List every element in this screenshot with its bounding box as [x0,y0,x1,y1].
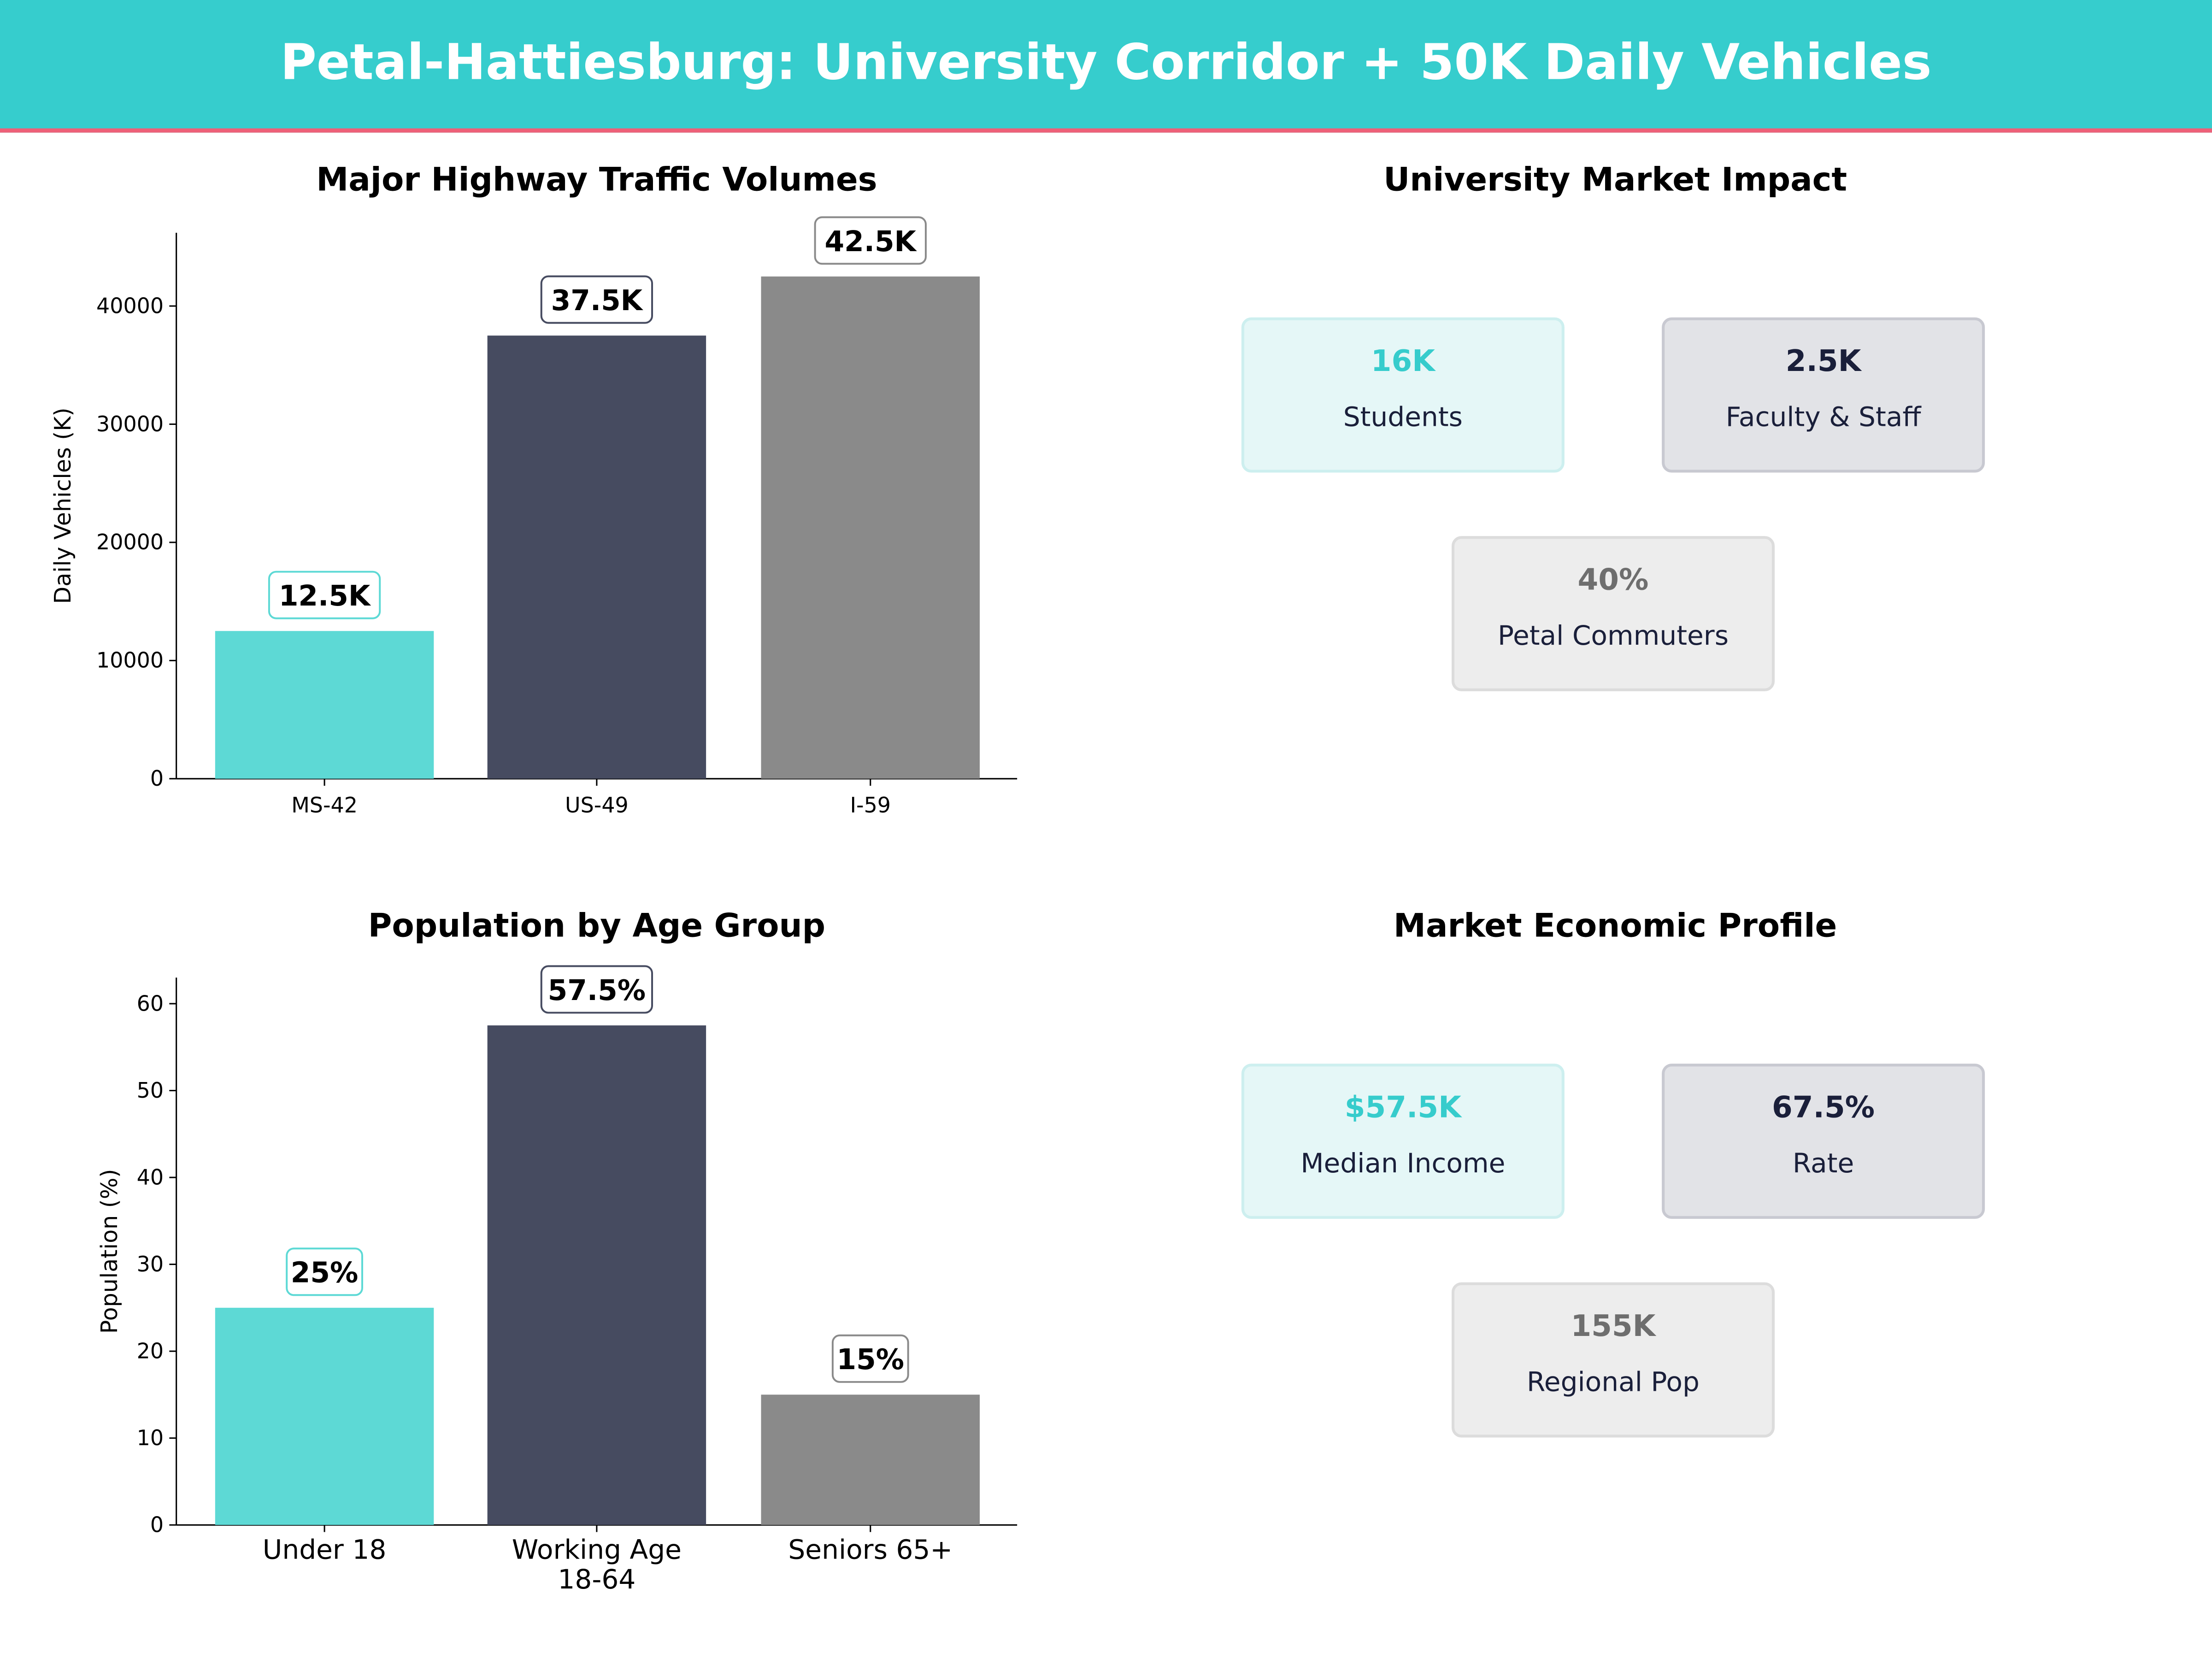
page-title: Petal-Hattiesburg: University Corridor +… [280,35,1932,92]
card-value: 40% [1577,563,1649,597]
y-tick-label: 30000 [96,412,164,436]
data-label: 12.5K [279,580,371,612]
x-tick-label: I-59 [850,793,891,818]
x-tick-label: MS-42 [291,793,358,818]
y-axis-label: Daily Vehicles (K) [50,407,76,604]
x-tick-label: US-49 [565,793,629,818]
y-axis-label: Population (%) [96,1169,123,1334]
y-tick-label: 20000 [96,529,164,554]
university-title: University Market Impact [1383,162,1847,199]
y-tick-label: 10 [137,1425,164,1450]
data-label: 25% [291,1257,359,1289]
card-label: Faculty & Staff [1725,402,1921,433]
card-label: Median Income [1300,1148,1506,1180]
y-tick-label: 50 [137,1078,164,1103]
bar [215,631,434,779]
data-label-box [268,571,381,619]
regional-pop-card: 155K Regional Pop [1451,1282,1775,1438]
card-label: Rate [1792,1148,1854,1180]
bar [215,1307,434,1525]
y-tick-label: 60 [137,991,164,1016]
card-value: 16K [1371,344,1435,378]
data-label-box [540,965,653,1014]
data-label: 42.5K [825,225,918,258]
bar [761,276,980,779]
data-label: 57.5% [548,974,646,1007]
faculty-card: 2.5K Faculty & Staff [1662,317,1985,473]
data-label-box [540,275,653,324]
data-label: 37.5K [551,284,644,317]
commuters-card: 40% Petal Commuters [1451,536,1775,691]
card-value: 2.5K [1785,344,1861,378]
data-label-box [286,1247,363,1296]
y-tick-label: 0 [150,1512,164,1537]
rate-card: 67.5% Rate [1662,1064,1985,1219]
x-tick-label: 18-64 [558,1564,635,1595]
data-label-box [814,216,927,265]
x-tick-label: Under 18 [263,1534,387,1565]
card-label: Petal Commuters [1497,620,1729,652]
bar [761,1394,980,1525]
header-banner: Petal-Hattiesburg: University Corridor +… [0,0,2212,133]
card-value: 155K [1571,1309,1656,1343]
bar [487,335,706,779]
y-tick-label: 40000 [96,293,164,318]
economic-title: Market Economic Profile [1393,908,1837,946]
card-value: 67.5% [1772,1090,1875,1124]
y-tick-label: 0 [150,766,164,791]
median-income-card: $57.5K Median Income [1241,1064,1565,1219]
data-label: 15% [836,1343,904,1376]
x-tick-label: Seniors 65+ [788,1534,953,1565]
y-tick-label: 20 [137,1338,164,1363]
y-tick-label: 10000 [96,648,164,673]
x-tick-label: Working Age [512,1534,682,1565]
age-chart-title: Population by Age Group [368,908,826,946]
traffic-chart-title: Major Highway Traffic Volumes [316,162,877,199]
card-label: Regional Pop [1526,1367,1700,1398]
card-value: $57.5K [1344,1090,1461,1124]
bar [487,1025,706,1525]
card-label: Students [1343,402,1463,433]
data-label-box [831,1334,909,1383]
students-card: 16K Students [1241,317,1565,473]
y-tick-label: 40 [137,1165,164,1189]
y-tick-label: 30 [137,1252,164,1277]
